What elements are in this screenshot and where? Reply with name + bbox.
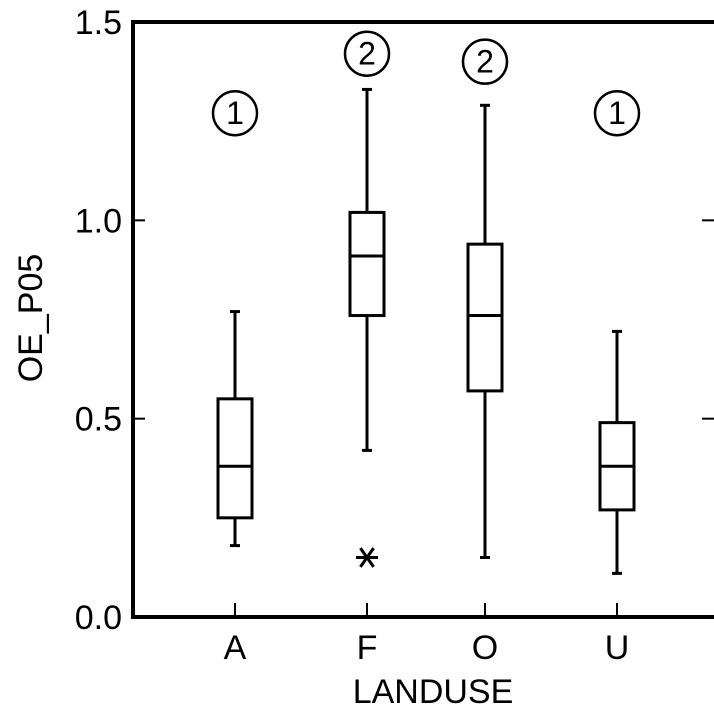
box-series: 1 2 2 1: [211, 30, 641, 575]
x-axis-title: LANDUSE: [353, 673, 514, 709]
group-label-text: 1: [608, 95, 626, 131]
x-tick-label: O: [472, 629, 498, 667]
box-group-f: 2: [343, 30, 391, 568]
x-tick-label: A: [224, 629, 247, 667]
box-group-u: 1: [593, 89, 641, 575]
y-tick-label: 0.5: [75, 401, 122, 439]
box-group-o: 2: [461, 38, 509, 559]
y-tick-label: 1.0: [75, 202, 122, 240]
group-label-circle: [343, 30, 391, 77]
y-tick-label: 0.0: [75, 599, 122, 637]
group-label-circle: [211, 89, 259, 137]
x-tick-label: F: [357, 629, 378, 667]
box-group-a: 1: [211, 89, 259, 548]
iqr-box: [466, 242, 504, 393]
group-label-text: 1: [226, 95, 244, 131]
group-label-text: 2: [358, 36, 376, 72]
outlier-marker: [356, 547, 378, 568]
group-label-text: 2: [476, 44, 494, 80]
x-tick-label: U: [605, 629, 630, 667]
outlier-stroke: [359, 547, 375, 568]
y-axis-ticks: 0.0 0.5 1.0 1.5: [75, 4, 714, 637]
iqr-box: [216, 397, 254, 520]
group-label-circle: [461, 38, 509, 85]
y-tick-label: 1.5: [75, 4, 122, 42]
plot-frame: [131, 20, 714, 619]
group-label-circle: [593, 89, 641, 137]
y-axis-title: OE_P05: [12, 254, 50, 383]
iqr-box: [348, 210, 386, 318]
